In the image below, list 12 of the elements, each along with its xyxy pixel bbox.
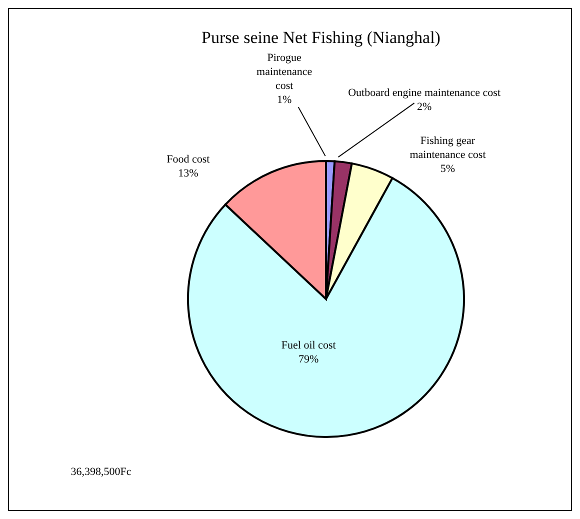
data-label: 1% <box>277 94 292 106</box>
slice-label: Pirogue maintenance cost <box>256 52 312 92</box>
data-label: 5% <box>440 163 456 176</box>
slice-label: Outboard engine maintenance cost <box>348 87 501 100</box>
data-label: 2% <box>416 101 432 114</box>
text: 36,398,500Fc <box>70 466 132 478</box>
chart-title: Purse seine Net Fishing (Nianghal) <box>202 28 440 47</box>
slice-label: Fuel oil cost <box>281 339 336 352</box>
data-label: 13% <box>178 167 198 180</box>
data-label: 79% <box>298 353 319 366</box>
slice-label: Fishing gear maintenance cost <box>410 135 486 162</box>
slice-label: Food cost <box>166 153 210 166</box>
